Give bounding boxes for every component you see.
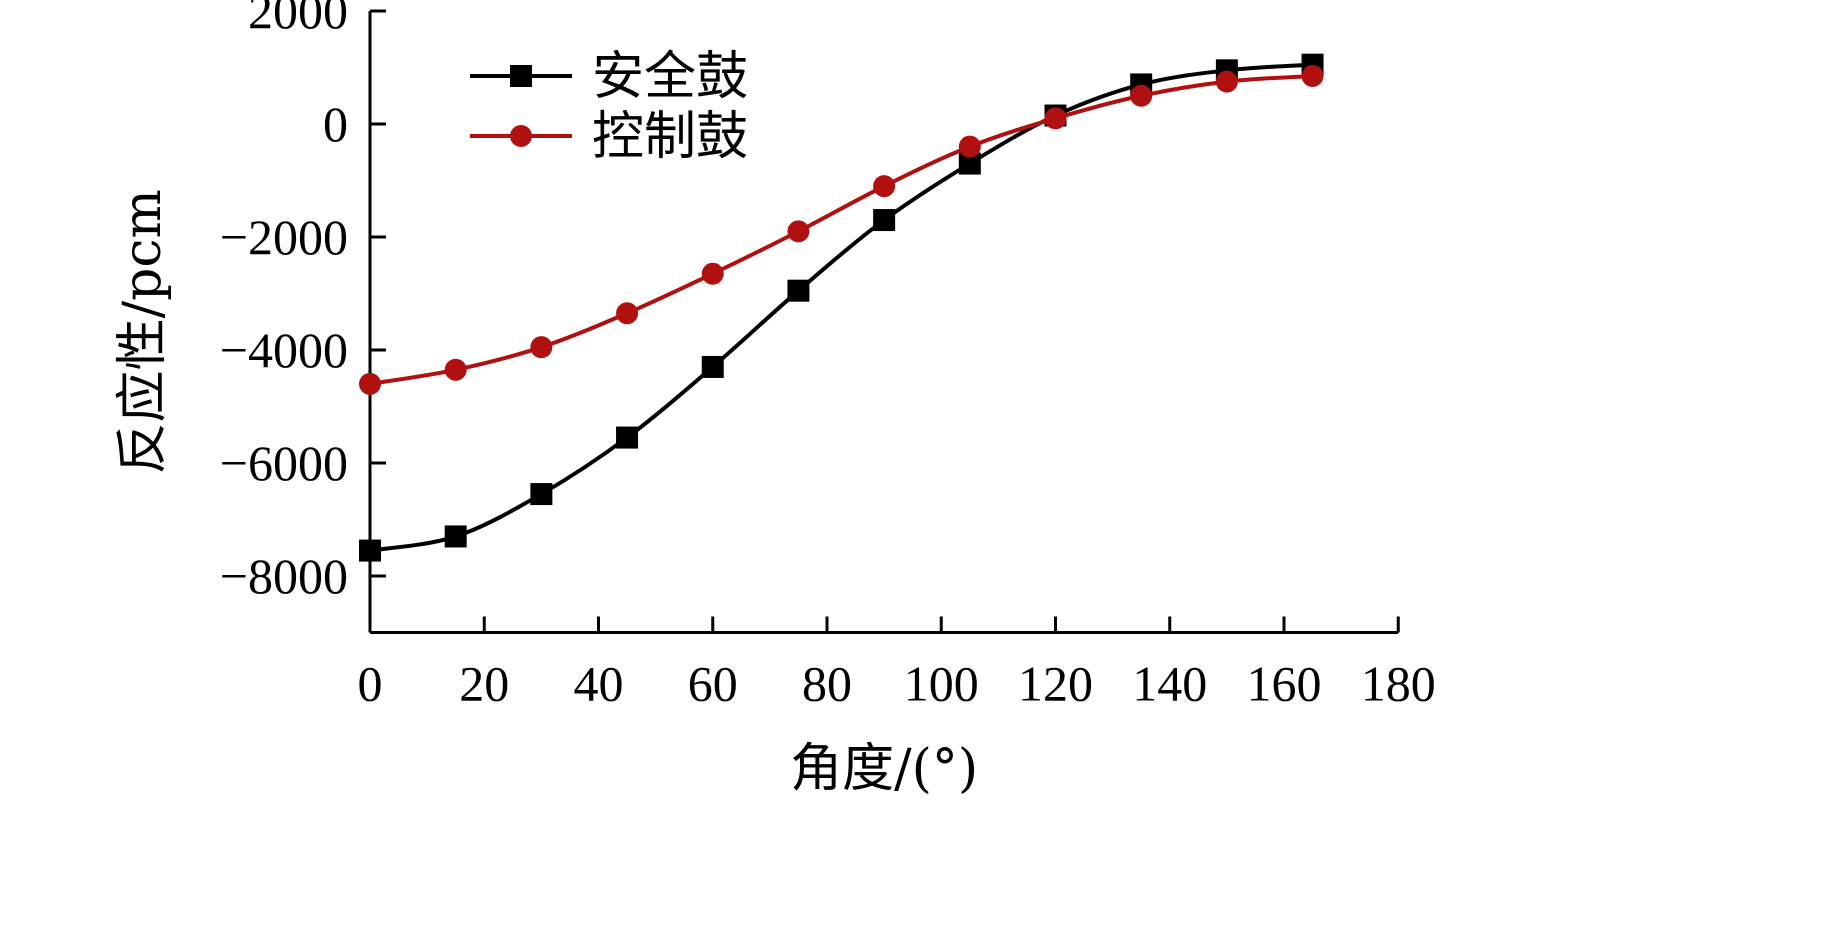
series-line bbox=[369, 73, 1313, 386]
data-point bbox=[1215, 70, 1238, 93]
legend-item: 控制鼓 bbox=[470, 107, 748, 167]
series-layer bbox=[359, 53, 1324, 562]
x-tick-label: 40 bbox=[574, 656, 624, 712]
y-axis-ticks: −8000 −6000 −4000 −2000 0 2000 bbox=[220, 0, 386, 604]
x-tick-label: 60 bbox=[688, 656, 738, 712]
x-tick-label: 80 bbox=[802, 656, 852, 712]
x-axis-title: 角度/(°) bbox=[790, 739, 978, 799]
y-tick-label: 2000 bbox=[248, 0, 348, 39]
axes bbox=[368, 11, 1399, 634]
x-tick-label: 0 bbox=[358, 656, 383, 712]
x-tick-label: 140 bbox=[1132, 656, 1207, 712]
series-1 bbox=[359, 53, 1324, 562]
y-tick-label: −4000 bbox=[220, 322, 348, 378]
data-point bbox=[444, 358, 467, 381]
data-point bbox=[444, 525, 467, 548]
data-point bbox=[1044, 107, 1067, 130]
x-tick-label: 100 bbox=[904, 656, 979, 712]
x-tick-label: 160 bbox=[1247, 656, 1322, 712]
data-point bbox=[958, 135, 981, 158]
x-axis-ticks: 0 20 40 60 80 100 120 140 160 180 bbox=[358, 616, 1436, 712]
data-point bbox=[787, 220, 810, 243]
data-point bbox=[530, 483, 553, 506]
y-tick-label: −8000 bbox=[220, 548, 348, 604]
data-point bbox=[359, 539, 381, 562]
legend-marker bbox=[510, 125, 532, 147]
legend-label: 安全鼓 bbox=[592, 47, 748, 107]
data-point bbox=[787, 279, 810, 302]
data-point bbox=[873, 209, 896, 232]
legend-item: 安全鼓 bbox=[470, 47, 748, 107]
x-tick-label: 20 bbox=[459, 656, 509, 712]
data-point bbox=[873, 175, 896, 198]
data-point bbox=[530, 336, 553, 359]
y-tick-label: −2000 bbox=[220, 209, 348, 265]
data-point bbox=[616, 426, 639, 449]
series-2 bbox=[359, 64, 1324, 395]
legend-marker bbox=[510, 65, 532, 87]
x-tick-label: 180 bbox=[1361, 656, 1436, 712]
data-point bbox=[616, 302, 639, 325]
data-point bbox=[701, 355, 724, 378]
data-point bbox=[359, 372, 381, 395]
y-axis-title: 反应性/pcm bbox=[113, 189, 173, 474]
data-point bbox=[1301, 64, 1324, 87]
y-tick-label: 0 bbox=[323, 96, 348, 152]
data-point bbox=[958, 152, 981, 175]
x-tick-label: 120 bbox=[1018, 656, 1093, 712]
y-tick-label: −6000 bbox=[220, 435, 348, 491]
data-point bbox=[701, 262, 724, 285]
data-point bbox=[1130, 84, 1153, 107]
legend-label: 控制鼓 bbox=[592, 107, 748, 167]
